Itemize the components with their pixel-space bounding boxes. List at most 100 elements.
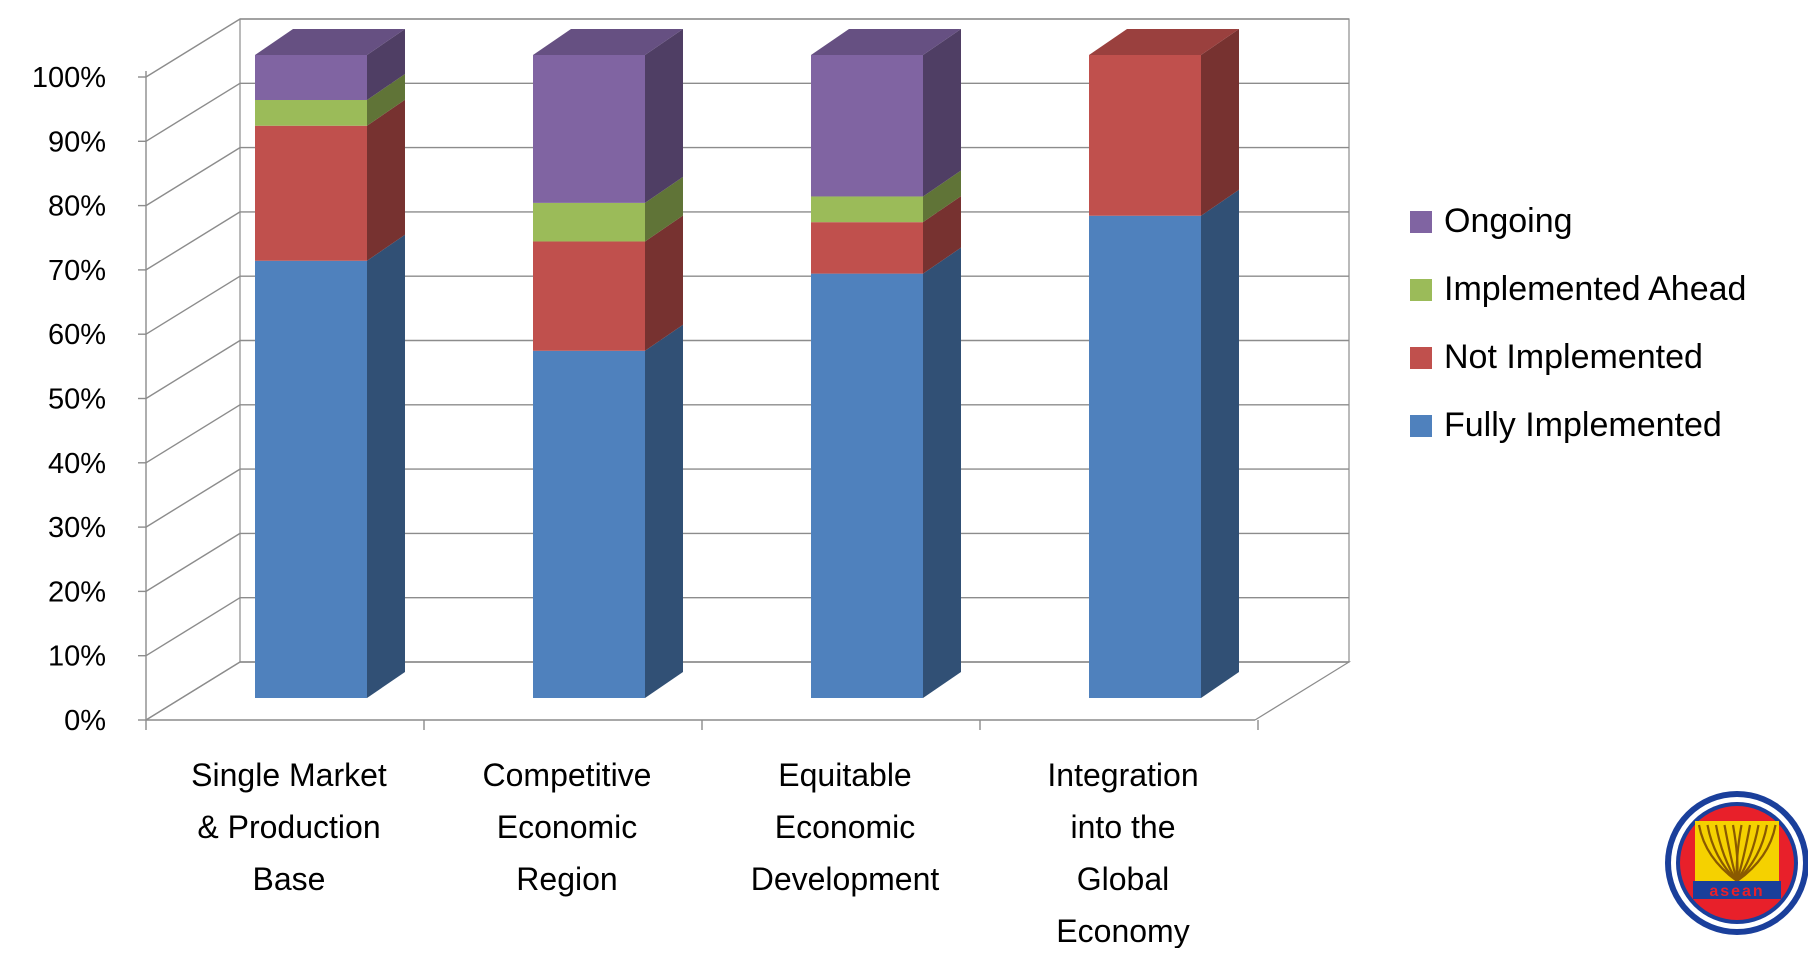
bar-segment-ongoing bbox=[255, 55, 367, 101]
x-category-label-line: Economic bbox=[497, 809, 638, 845]
asean-logo: asean bbox=[1665, 791, 1808, 935]
gridline-side bbox=[145, 82, 241, 142]
y-axis-tick-labels: 0% 10% 20% 30% 40% 50% 60% 70% 80% 90% 100% bbox=[32, 62, 106, 737]
bar-side-ongoing bbox=[923, 29, 961, 197]
gridline-side bbox=[145, 18, 241, 78]
bar-segment-ongoing bbox=[811, 55, 923, 197]
bar-side-ongoing bbox=[645, 29, 683, 203]
bar-segment-implemented-ahead bbox=[811, 196, 923, 223]
y-tick-label: 40% bbox=[48, 448, 106, 480]
bar-side-fully-implemented bbox=[1201, 189, 1239, 698]
legend-label: Fully Implemented bbox=[1444, 406, 1722, 444]
bar-side-not-implemented bbox=[645, 215, 683, 351]
logo-stalk bbox=[1706, 824, 1738, 882]
y-tick-label: 60% bbox=[48, 319, 106, 351]
bar-segment-fully-implemented bbox=[811, 273, 923, 698]
bar-side-not-implemented bbox=[1201, 29, 1239, 216]
logo-text: asean bbox=[1709, 883, 1764, 900]
bar-stack bbox=[811, 29, 961, 698]
x-category-label-line: Region bbox=[516, 861, 617, 897]
bar-side-not-implemented bbox=[923, 196, 961, 274]
legend-swatch bbox=[1410, 415, 1432, 437]
y-tick-label: 30% bbox=[48, 512, 106, 544]
x-category-label-line: Competitive bbox=[483, 757, 652, 793]
bar-segment-ongoing bbox=[533, 55, 645, 203]
bar-side-not-implemented bbox=[367, 99, 405, 261]
legend-swatch bbox=[1410, 347, 1432, 369]
bar-side-fully-implemented bbox=[923, 247, 961, 698]
logo-stalk bbox=[1735, 824, 1743, 882]
bar-segment-fully-implemented bbox=[255, 260, 367, 698]
y-tick-label: 70% bbox=[48, 255, 106, 287]
legend-label: Ongoing bbox=[1444, 202, 1573, 240]
x-category-label-line: & Production bbox=[197, 809, 380, 845]
legend-swatch bbox=[1410, 211, 1432, 233]
legend-label: Implemented Ahead bbox=[1444, 270, 1746, 308]
x-category-label: Equitable Economic Development bbox=[751, 757, 940, 897]
y-tick-label: 100% bbox=[32, 62, 106, 94]
y-tick-label: 0% bbox=[64, 705, 106, 737]
gridline-side bbox=[145, 468, 241, 528]
gridline-side bbox=[145, 339, 241, 400]
x-category-label-line: Economic bbox=[775, 809, 916, 845]
bar-segment-not-implemented bbox=[811, 222, 923, 274]
gridline-side bbox=[145, 211, 241, 271]
bar-stack bbox=[1089, 29, 1239, 698]
x-category-label-line: Development bbox=[751, 861, 940, 897]
bar-stack bbox=[533, 29, 683, 698]
x-category-label: Integration into the Global Economy bbox=[1047, 757, 1198, 948]
x-category-label-line: Integration bbox=[1047, 757, 1198, 793]
bar-segment-fully-implemented bbox=[1089, 215, 1201, 698]
axes bbox=[138, 71, 1259, 730]
x-category-label: Single Market & Production Base bbox=[191, 757, 387, 897]
bar-stack bbox=[255, 29, 405, 698]
x-category-label-line: Economy bbox=[1056, 913, 1189, 948]
gridline-side bbox=[145, 661, 241, 721]
y-tick-label: 10% bbox=[48, 641, 106, 673]
bar-side-implemented-ahead bbox=[923, 170, 961, 223]
bar-side-implemented-ahead bbox=[367, 74, 405, 126]
logo-padi-stalks bbox=[1697, 824, 1777, 882]
bar-segment-implemented-ahead bbox=[255, 100, 367, 126]
legend-label: Not Implemented bbox=[1444, 338, 1703, 376]
bar-top bbox=[1089, 29, 1239, 55]
bar-segment-fully-implemented bbox=[533, 350, 645, 698]
bar-segment-not-implemented bbox=[1089, 55, 1201, 216]
x-category-label-line: Global bbox=[1077, 861, 1170, 897]
logo-text-band bbox=[1693, 881, 1781, 899]
legend-item-ongoing: Ongoing bbox=[1410, 202, 1573, 240]
gridline-side bbox=[145, 147, 241, 207]
legend-swatch bbox=[1410, 279, 1432, 301]
bar-top bbox=[533, 29, 683, 55]
x-category-label: Competitive Economic Region bbox=[483, 757, 652, 897]
logo-stalk bbox=[1714, 824, 1738, 882]
y-tick-label: 90% bbox=[48, 126, 106, 158]
bar-segment-not-implemented bbox=[255, 125, 367, 261]
bar-top bbox=[255, 29, 405, 55]
bar-side-implemented-ahead bbox=[645, 176, 683, 242]
bar-top bbox=[811, 29, 961, 55]
bars bbox=[255, 29, 1239, 698]
x-category-label-line: into the bbox=[1071, 809, 1176, 845]
y-tick-label: 80% bbox=[48, 191, 106, 223]
y-tick-label: 20% bbox=[48, 576, 106, 608]
legend-item-implemented-ahead: Implemented Ahead bbox=[1410, 270, 1746, 308]
x-category-label-line: Base bbox=[253, 861, 326, 897]
logo-stalk bbox=[1735, 824, 1752, 882]
gridline-side bbox=[145, 597, 241, 657]
y-tick-label: 50% bbox=[48, 384, 106, 416]
x-category-label-line: Single Market bbox=[191, 757, 387, 793]
legend: Ongoing Implemented Ahead Not Implemented F… bbox=[1410, 202, 1746, 444]
bar-side-fully-implemented bbox=[367, 234, 405, 698]
bar-segment-not-implemented bbox=[533, 241, 645, 351]
gridline-side bbox=[145, 532, 241, 592]
bar-segment-implemented-ahead bbox=[533, 202, 645, 242]
bar-side-fully-implemented bbox=[645, 324, 683, 698]
legend-item-fully-implemented: Fully Implemented bbox=[1410, 406, 1722, 444]
gridline-side bbox=[145, 404, 241, 464]
bar-side-ongoing bbox=[367, 29, 405, 101]
x-category-label-line: Equitable bbox=[778, 757, 911, 793]
x-axis-category-labels: Single Market & Production Base Competitive… bbox=[191, 757, 1198, 949]
